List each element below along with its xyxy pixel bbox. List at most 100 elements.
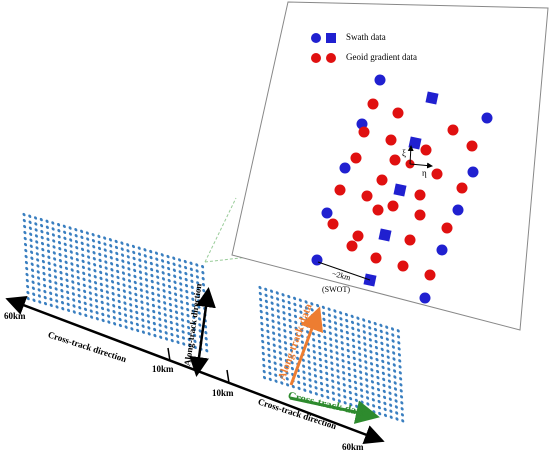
grid-dot: [325, 377, 329, 382]
grid-dot: [53, 263, 57, 267]
grid-dot: [37, 294, 41, 298]
grid-dot: [173, 286, 177, 290]
grid-dot: [41, 247, 45, 252]
grid-dot: [288, 324, 292, 329]
grid-dot: [146, 302, 150, 306]
grid-dot: [72, 310, 76, 314]
grid-dot: [340, 347, 344, 351]
grid-dot: [30, 250, 34, 254]
tick-label: 10km: [152, 364, 174, 374]
grid-dot: [366, 402, 370, 406]
grid-dot: [126, 255, 130, 259]
grid-dot: [26, 284, 30, 289]
grid-dot: [150, 273, 154, 278]
swath-point: [374, 74, 386, 86]
grid-dot: [178, 270, 182, 274]
grid-dot: [339, 311, 343, 315]
grid-dot: [259, 297, 263, 302]
grid-dot: [100, 306, 105, 311]
grid-dot: [325, 383, 329, 388]
grid-dot: [370, 368, 374, 372]
grid-dot: [270, 295, 274, 299]
grid-dot: [114, 245, 119, 250]
grid-dot: [164, 325, 168, 329]
grid-dot: [363, 336, 367, 340]
geoid-point: [424, 269, 436, 281]
grid-dot: [329, 337, 333, 341]
grid-dot: [268, 365, 272, 370]
grid-dot: [29, 244, 33, 248]
grid-dot: [77, 282, 81, 286]
grid-dot: [282, 311, 286, 315]
grid-dot: [61, 306, 65, 311]
grid-dot: [348, 390, 352, 395]
grid-dot: [51, 221, 55, 225]
grid-dot: [137, 246, 141, 250]
grid-dot: [353, 380, 358, 385]
grid-dot: [58, 258, 62, 263]
grid-dot: [164, 319, 168, 323]
grid-dot: [280, 381, 284, 385]
grid-dot: [324, 359, 328, 364]
grid-dot: [43, 301, 48, 306]
grid-dot: [40, 241, 45, 246]
grid-dot: [54, 281, 58, 285]
grid-dot: [89, 309, 93, 313]
grid-dot: [264, 293, 268, 298]
grid-dot: [113, 322, 117, 326]
grid-dot: [38, 300, 42, 304]
grid-dot: [59, 264, 63, 269]
grid-dot: [369, 344, 373, 348]
grid-dot: [377, 393, 381, 398]
grid-dot: [317, 327, 321, 332]
grid-dot: [375, 357, 379, 362]
grid-dot: [41, 253, 45, 258]
grid-dot: [312, 350, 316, 354]
grid-dot: [133, 280, 137, 285]
grid-dot: [172, 268, 176, 272]
grid-dot: [131, 244, 135, 249]
grid-dot: [262, 369, 266, 374]
grid-dot: [167, 266, 171, 271]
grid-dot: [115, 257, 119, 262]
tick-label: 10km: [212, 388, 234, 398]
grid-dot: [156, 281, 160, 285]
grid-dot: [72, 304, 76, 308]
grid-dot: [82, 271, 86, 276]
grid-dot: [40, 235, 44, 240]
grid-dot: [266, 341, 271, 346]
grid-dot: [273, 349, 277, 353]
grid-dot: [364, 372, 368, 376]
grid-dot: [82, 283, 86, 288]
grid-dot: [106, 308, 110, 312]
left-grid: [22, 212, 209, 353]
grid-dot: [30, 268, 35, 272]
grid-dot: [157, 293, 161, 297]
grid-dot: [308, 378, 312, 382]
grid-dot: [123, 295, 127, 299]
grid-dot: [261, 345, 265, 350]
grid-dot: [323, 329, 327, 334]
tick: [167, 347, 171, 362]
grid-dot: [348, 384, 352, 389]
grid-dot: [205, 348, 209, 353]
grid-dot: [189, 261, 193, 265]
grid-dot: [76, 264, 80, 268]
grid-dot: [157, 305, 161, 309]
grid-dot: [109, 250, 113, 254]
grid-dot: [357, 328, 361, 332]
grid-dot: [40, 223, 44, 228]
grid-dot: [140, 300, 144, 304]
grid-dot: [272, 331, 276, 335]
grid-dot: [86, 243, 90, 247]
grid-dot: [129, 315, 133, 319]
legend-square: [326, 33, 336, 43]
grid-dot: [391, 345, 395, 349]
grid-dot: [105, 290, 109, 294]
grid-dot: [59, 276, 63, 281]
grid-dot: [36, 258, 40, 262]
grid-dot: [139, 282, 143, 286]
grid-dot: [375, 351, 379, 356]
grid-dot: [399, 389, 403, 393]
grid-dot: [104, 272, 108, 276]
